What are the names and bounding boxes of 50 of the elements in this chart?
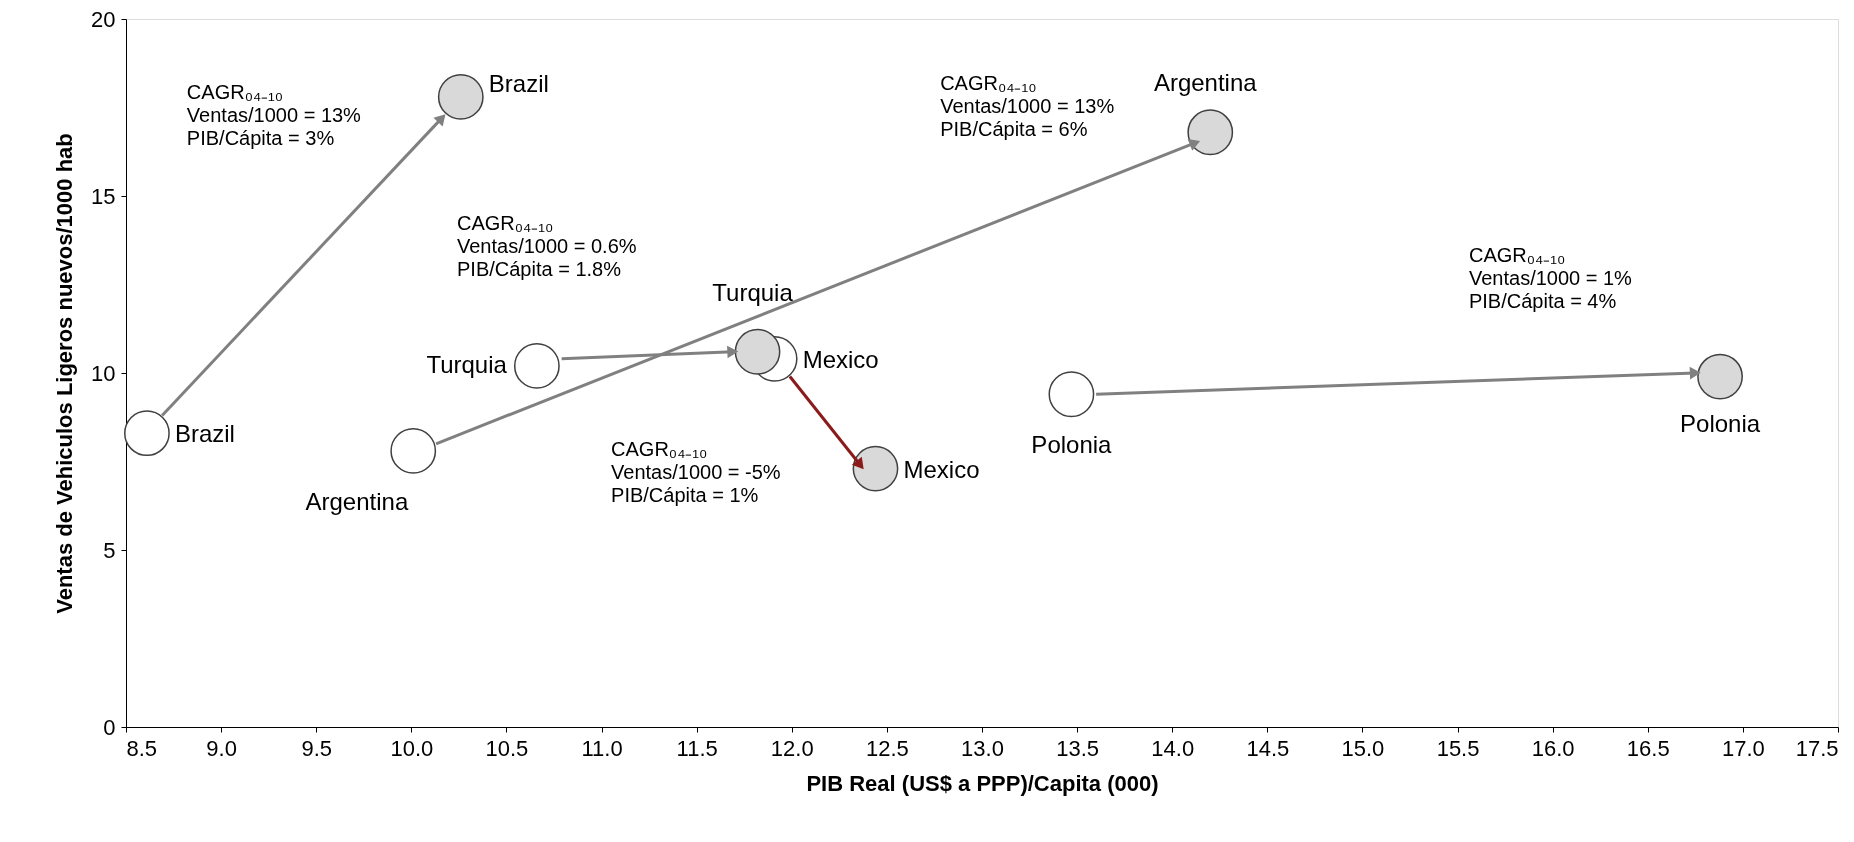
x-tick-label: 14.5 [1246,735,1290,761]
point [1187,109,1234,156]
annotation: Brazil [174,420,235,448]
annotation: Polonia [1031,431,1113,459]
annotation: Turquia [712,278,794,306]
x-tick-label: 10.5 [485,735,529,761]
point [1697,353,1743,400]
x-tick-label: 16.0 [1531,735,1575,761]
annotation: Polonia [1680,409,1761,437]
annotation: Mexico [802,345,879,373]
annotation: CAGR₀₄₋₁₀ Ventas/1000 = 13% PIB/Cápita = 3% [186,80,362,149]
x-tick-label: 11.5 [676,735,718,761]
x-tick-label: 11.0 [581,735,623,761]
point [852,445,899,492]
x-tick-label: 10.0 [390,735,434,761]
y-tick-label: 20 [91,6,116,32]
point [437,74,484,120]
x-tick-label: 15.0 [1341,735,1385,761]
x-axis-title: PIB Real (US$ a PPP)/Capita (000) [806,770,1159,796]
y-tick-label: 15 [91,183,116,209]
x-tick-label: 13.5 [1056,735,1100,761]
annotation: CAGR₀₄₋₁₀ Ventas/1000 = 13% PIB/Cápita = 6% [940,71,1115,140]
point [513,343,560,389]
x-tick-label: 13.0 [961,735,1004,761]
annotation: CAGR₀₄₋₁₀ Ventas/1000 = 0.6% PIB/Cápita = 1.8% [456,211,637,280]
y-axis-title: Ventas de Vehiculos Ligeros nuevos/1000 hab [52,133,78,614]
x-tick-label: 8.5 [126,735,158,761]
y-tick-label: 10 [91,360,116,386]
x-tick-label: 17.5 [1795,735,1839,761]
annotation: Mexico [903,455,980,483]
x-tick-label: 15.5 [1436,735,1480,761]
x-tick-label: 9.5 [301,735,333,761]
x-tick-label: 12.5 [865,735,909,761]
y-tick-label: 5 [103,537,116,563]
annotation: Argentina [305,487,409,515]
point [390,428,437,474]
annotation: Argentina [1153,69,1258,97]
x-tick-label: 16.5 [1626,735,1670,761]
annotation: CAGR₀₄₋₁₀ Ventas/1000 = -5% PIB/Cápita = 1% [611,438,781,507]
annotation: CAGR₀₄₋₁₀ Ventas/1000 = 1% PIB/Cápita = 4% [1468,243,1633,312]
x-tick-label: 14.0 [1151,735,1195,761]
y-tick-label: 0 [103,714,116,740]
point [734,328,781,375]
x-tick-label: 9.0 [206,735,237,761]
point [124,410,170,457]
point [1048,371,1095,418]
annotation: Brazil [488,69,549,97]
x-tick-label: 12.0 [770,735,814,761]
annotation: Turquia [426,350,508,378]
x-tick-label: 17.0 [1721,735,1765,761]
